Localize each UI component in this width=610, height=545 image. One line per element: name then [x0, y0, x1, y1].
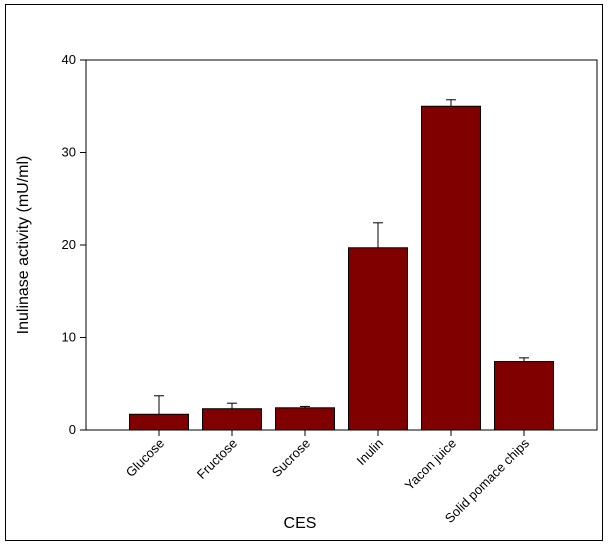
- x-tick-label: Yacon juice: [402, 436, 459, 493]
- x-tick-label: Inulin: [354, 436, 387, 469]
- bar-sucrose: [275, 407, 335, 431]
- error-bars-layer: [154, 99, 529, 415]
- x-tick-label: Glucose: [123, 436, 167, 480]
- x-axis-ticks: Glucose Fructose Sucrose Inulin Yacon juiceS…: [123, 430, 532, 526]
- y-tick-label: 10: [62, 330, 76, 345]
- bar-fructose: [202, 408, 262, 431]
- bar-inulin: [348, 247, 408, 431]
- y-tick-label: 20: [62, 237, 76, 252]
- y-tick-label: 30: [62, 145, 76, 160]
- chart-frame: [5, 4, 603, 541]
- x-tick-label: Fructose: [194, 436, 240, 482]
- y-tick-label: 40: [62, 52, 76, 67]
- bar-yacon-juice: [421, 105, 481, 431]
- x-axis-title: CES: [284, 515, 317, 532]
- bars-layer: [129, 105, 554, 431]
- bar-solid-pomace-chips: [494, 361, 554, 431]
- y-axis-title: Inulinase activity (mU/ml): [15, 156, 32, 335]
- y-tick-label: 0: [69, 422, 76, 437]
- y-axis-ticks: 0 10 20 30 40: [62, 52, 86, 437]
- bar-glucose: [129, 413, 189, 431]
- x-tick-label: Sucrose: [269, 436, 313, 480]
